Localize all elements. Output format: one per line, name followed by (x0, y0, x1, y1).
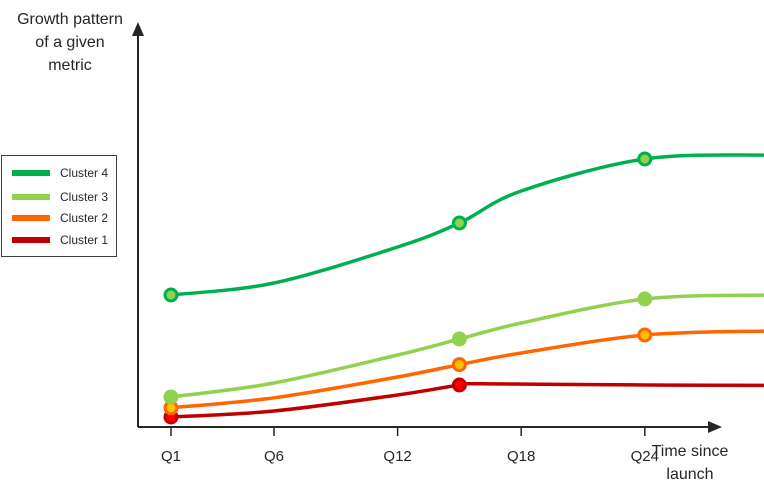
legend: Cluster 4 Cluster 3 Cluster 2 Cluster 1 (1, 155, 117, 257)
x-axis-label: Time since launch (651, 443, 729, 483)
legend-swatch-cluster-3 (12, 194, 50, 200)
data-point-cluster-2 (451, 357, 467, 373)
x-axis-arrow (708, 421, 722, 433)
data-point-cluster-3 (163, 389, 179, 405)
series-layer (163, 151, 764, 425)
x-tick-label: Q12 (383, 448, 411, 465)
legend-item-cluster-2: Cluster 2 (12, 208, 108, 228)
data-point-cluster-1 (451, 377, 467, 393)
series-line-cluster-4 (169, 153, 764, 297)
x-ticks: Q1 Q6 Q12 Q18 Q24 (161, 427, 659, 465)
legend-item-cluster-1: Cluster 1 (12, 230, 108, 250)
x-tick-label: Q1 (161, 448, 181, 465)
data-point-cluster-4 (163, 287, 179, 303)
x-tick-label: Q18 (507, 448, 535, 465)
y-axis-label: Growth pattern of a given metric (17, 11, 123, 74)
data-point-cluster-2 (637, 327, 653, 343)
data-point-cluster-3 (451, 331, 467, 347)
data-point-cluster-3 (637, 291, 653, 307)
data-point-cluster-4 (451, 215, 467, 231)
legend-label-cluster-1: Cluster 1 (60, 233, 109, 247)
series-line-cluster-3 (169, 293, 764, 399)
legend-item-cluster-4: Cluster 4 (12, 163, 108, 183)
legend-swatch-cluster-2 (12, 215, 50, 221)
legend-swatch-cluster-1 (12, 237, 50, 243)
data-point-cluster-4 (637, 151, 653, 167)
legend-item-cluster-3: Cluster 3 (12, 187, 108, 207)
y-axis-arrow (132, 22, 144, 36)
axes (132, 22, 722, 433)
x-tick-label: Q24 (631, 448, 659, 465)
legend-label-cluster-4: Cluster 4 (60, 166, 109, 180)
legend-swatch-cluster-4 (12, 170, 50, 176)
series-line-cluster-2 (169, 329, 764, 410)
x-tick-label: Q6 (264, 448, 284, 465)
legend-label-cluster-2: Cluster 2 (60, 211, 109, 225)
legend-label-cluster-3: Cluster 3 (60, 190, 109, 204)
